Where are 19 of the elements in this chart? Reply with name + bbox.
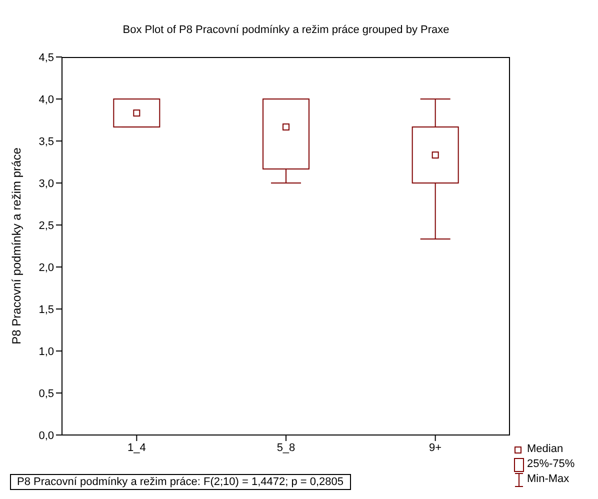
x-tick-label: 9+ <box>429 442 442 454</box>
y-tick-label: 0,5 <box>38 388 54 400</box>
y-tick-label: 1,5 <box>38 304 54 316</box>
text: Min-Max <box>527 472 570 487</box>
text: Median <box>527 442 564 457</box>
y-tick-label: 3,5 <box>38 136 54 148</box>
y-tick-label: 2,5 <box>38 220 54 232</box>
x-tick-label: 5_8 <box>276 442 296 454</box>
x-tick-label: 1_4 <box>127 442 146 454</box>
y-tick-label: 2,0 <box>38 262 54 274</box>
y-tick-label: 1,0 <box>38 346 54 358</box>
y-tick-label: 3,0 <box>38 178 54 190</box>
y-tick-label: 4,5 <box>38 52 54 64</box>
text: 25%-75% <box>527 457 575 472</box>
y-axis-title: P8 Pracovní podmínky a režim práce <box>9 147 24 344</box>
y-tick-label: 0,0 <box>38 430 54 442</box>
text: P8 Pracovní podmínky a režim práce: F(2;10) = 1,4472; p = 0,2805 <box>10 474 351 490</box>
chart-title: Box Plot of P8 Pracovní podmínky a režim práce grouped by Praxe <box>122 24 450 36</box>
y-tick-label: 4,0 <box>38 94 54 106</box>
